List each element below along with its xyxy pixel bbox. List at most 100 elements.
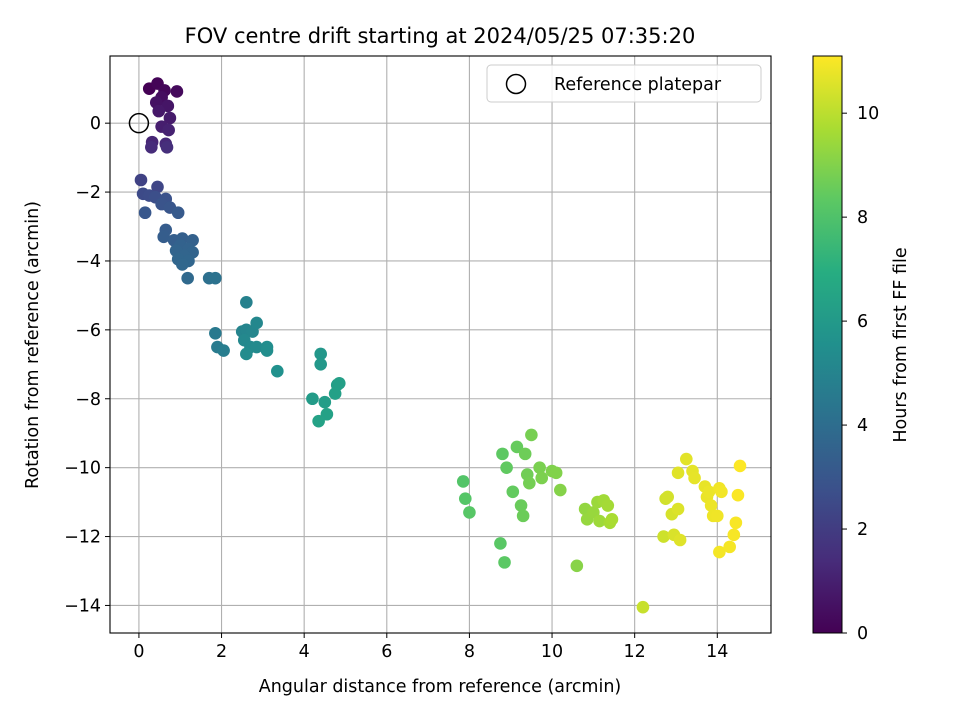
scatter-point — [463, 506, 476, 519]
scatter-point — [510, 440, 524, 454]
scatter-point — [250, 316, 263, 330]
scatter-point — [332, 376, 346, 390]
scatter-point — [320, 407, 334, 421]
scatter-point — [533, 461, 546, 474]
scatter-point — [162, 123, 175, 137]
colorbar-tick-label: 8 — [857, 208, 868, 228]
scatter-point — [217, 344, 230, 357]
x-tick-label: 8 — [464, 642, 475, 662]
y-axis-ticks: 0 −2 −4 −6 −8 −10 −12 −14 — [64, 114, 110, 616]
scatter-point — [733, 459, 747, 473]
colorbar-tick-label: 6 — [857, 312, 868, 332]
colorbar-gradient — [812, 55, 843, 634]
x-tick-label: 6 — [381, 642, 392, 662]
y-tick-label: −12 — [64, 528, 101, 548]
scatter-point — [518, 447, 532, 461]
colorbar-label: Hours from first FF file — [891, 247, 911, 442]
y-axis-label: Rotation from reference (arcmin) — [23, 201, 43, 489]
scatter-point — [636, 600, 650, 614]
y-tick-label: −4 — [75, 252, 101, 272]
scatter-point — [713, 545, 726, 559]
scatter-point — [535, 471, 549, 485]
scatter-point — [209, 327, 222, 340]
y-tick-label: −10 — [64, 459, 101, 479]
scatter-point — [181, 271, 194, 285]
legend-label: Reference platepar — [554, 75, 722, 95]
x-tick-label: 4 — [299, 642, 310, 662]
y-tick-label: −2 — [75, 183, 101, 203]
scatter-point — [570, 559, 584, 573]
plot-frame — [109, 55, 772, 634]
scatter-point — [498, 556, 511, 569]
legend-box — [486, 64, 762, 103]
scatter-point — [710, 509, 724, 523]
scatter-point — [715, 485, 728, 499]
y-tick-label: −14 — [64, 596, 101, 616]
scatter-point — [514, 499, 528, 512]
y-tick-label: −8 — [75, 390, 101, 410]
colorbar-ticks: 0 2 4 6 8 10 — [842, 104, 879, 644]
chart-title: FOV centre drift starting at 2024/05/25 … — [185, 24, 696, 48]
scatter-point — [260, 344, 274, 357]
scatter-point — [661, 490, 675, 504]
scatter-point — [175, 258, 189, 271]
scatter-point — [271, 364, 284, 378]
colorbar-tick-label: 0 — [857, 624, 868, 644]
scatter-point — [318, 395, 332, 409]
colorbar-tick-label: 4 — [857, 416, 868, 436]
scatter-point — [673, 533, 687, 547]
scatter-point — [727, 528, 741, 542]
scatter-point — [496, 447, 509, 461]
scatter-point — [494, 537, 507, 550]
scatter-point — [506, 485, 520, 499]
scatter-point — [314, 347, 327, 361]
legend-marker — [505, 73, 527, 95]
scatter-point — [657, 530, 670, 543]
scatter-point — [601, 499, 615, 512]
colorbar-tick-label: 2 — [857, 520, 868, 540]
grid-lines — [110, 56, 771, 633]
scatter-point — [605, 513, 619, 526]
scatter-point — [240, 347, 253, 361]
colorbar: 0 2 4 6 8 10 Hours from first FF file — [812, 55, 911, 644]
scatter-point — [671, 466, 685, 480]
scatter-point — [680, 452, 693, 466]
colorbar-tick-label: 10 — [857, 104, 879, 124]
scatter-point — [152, 104, 166, 118]
scatter-point — [240, 296, 253, 309]
scatter-point — [134, 173, 148, 187]
x-tick-label: 12 — [624, 642, 646, 662]
scatter-point — [209, 271, 222, 285]
scatter-point — [671, 502, 685, 516]
scatter-point — [731, 488, 745, 502]
scatter-point — [549, 466, 563, 480]
scatter-point — [516, 509, 530, 523]
scatter-point — [523, 476, 536, 490]
scatter-point — [170, 85, 184, 98]
scatter-point — [723, 540, 736, 554]
scatter-point — [458, 492, 472, 505]
scatter-point — [688, 471, 701, 485]
scatter-point — [138, 206, 152, 220]
scatter-point — [702, 485, 716, 499]
scatter-point — [314, 358, 327, 371]
x-tick-label: 0 — [133, 642, 144, 662]
scatter-point — [250, 340, 263, 354]
scatter-point — [554, 483, 567, 497]
data-points — [134, 77, 747, 614]
scatter-point — [704, 499, 718, 512]
scatter-point — [525, 428, 538, 442]
reference-platepar-marker — [128, 112, 150, 134]
legend: Reference platepar — [486, 64, 762, 103]
scatter-point — [306, 392, 319, 406]
y-tick-label: −6 — [75, 321, 101, 341]
scatter-point — [145, 140, 158, 154]
scatter-point — [171, 206, 185, 220]
scatter-point — [151, 180, 164, 194]
scatter-point — [312, 414, 325, 428]
scatter-point — [729, 516, 743, 530]
x-tick-label: 10 — [541, 642, 563, 662]
scatter-point — [456, 475, 470, 488]
scatter-point — [593, 514, 606, 528]
